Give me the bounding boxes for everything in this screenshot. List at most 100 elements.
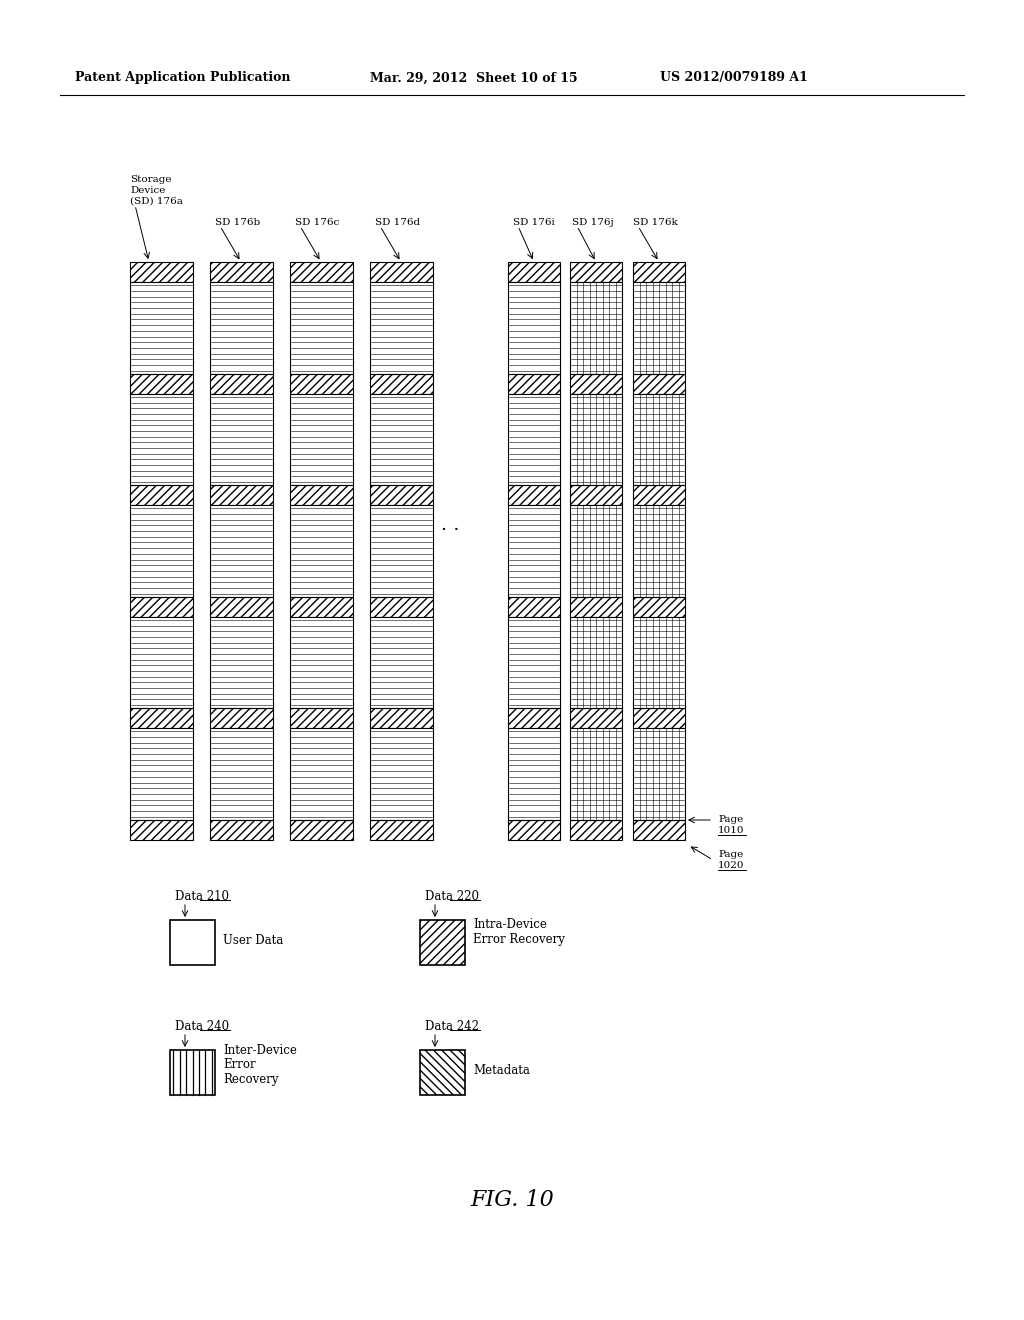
Bar — [130, 261, 193, 282]
Text: Intra-Device
Error Recovery: Intra-Device Error Recovery — [473, 917, 565, 946]
Bar — [570, 708, 622, 729]
Bar — [508, 374, 560, 393]
Bar — [633, 820, 685, 840]
Bar — [570, 729, 622, 820]
Bar — [170, 1049, 215, 1096]
Text: SD 176d: SD 176d — [375, 218, 420, 227]
Text: Device: Device — [130, 186, 165, 195]
Bar — [290, 708, 353, 729]
Text: Data 242: Data 242 — [425, 1020, 479, 1034]
Bar — [508, 261, 560, 282]
Text: SD 176i: SD 176i — [513, 218, 555, 227]
Bar — [420, 1049, 465, 1096]
Bar — [633, 729, 685, 820]
Bar — [570, 393, 622, 484]
Text: US 2012/0079189 A1: US 2012/0079189 A1 — [660, 71, 808, 84]
Text: SD 176b: SD 176b — [215, 218, 260, 227]
Bar — [170, 920, 215, 965]
Text: FIG. 10: FIG. 10 — [470, 1189, 554, 1210]
Bar — [130, 597, 193, 616]
Bar — [210, 374, 273, 393]
Bar — [370, 393, 433, 484]
Bar — [370, 374, 433, 393]
Text: Metadata: Metadata — [473, 1064, 529, 1077]
Bar — [210, 820, 273, 840]
Bar — [290, 597, 353, 616]
Bar — [370, 708, 433, 729]
Bar — [370, 616, 433, 708]
Text: SD 176k: SD 176k — [633, 218, 678, 227]
Bar — [290, 393, 353, 484]
Bar — [633, 282, 685, 374]
Text: Data 220: Data 220 — [425, 890, 479, 903]
Bar — [570, 597, 622, 616]
Text: Page: Page — [718, 850, 743, 859]
Text: Data 210: Data 210 — [175, 890, 229, 903]
Text: Data 240: Data 240 — [175, 1020, 229, 1034]
Bar — [210, 282, 273, 374]
Bar — [370, 506, 433, 597]
Bar — [633, 597, 685, 616]
Bar — [570, 506, 622, 597]
Bar — [633, 484, 685, 506]
Bar — [570, 282, 622, 374]
Text: Inter-Device
Error
Recovery: Inter-Device Error Recovery — [223, 1044, 297, 1086]
Bar — [130, 282, 193, 374]
Bar — [633, 374, 685, 393]
Bar — [570, 374, 622, 393]
Bar — [633, 616, 685, 708]
Text: Mar. 29, 2012  Sheet 10 of 15: Mar. 29, 2012 Sheet 10 of 15 — [370, 71, 578, 84]
Bar — [210, 597, 273, 616]
Bar — [130, 820, 193, 840]
Bar — [508, 484, 560, 506]
Bar — [210, 261, 273, 282]
Text: 1010: 1010 — [718, 826, 744, 836]
Bar — [508, 729, 560, 820]
Bar — [210, 729, 273, 820]
Bar — [508, 506, 560, 597]
Bar — [290, 616, 353, 708]
Text: (SD) 176a: (SD) 176a — [130, 197, 183, 206]
Bar — [508, 616, 560, 708]
Bar — [210, 393, 273, 484]
Bar — [290, 729, 353, 820]
Bar — [633, 708, 685, 729]
Text: 1020: 1020 — [718, 861, 744, 870]
Bar — [570, 820, 622, 840]
Bar — [370, 261, 433, 282]
Bar — [370, 282, 433, 374]
Bar — [290, 506, 353, 597]
Bar — [130, 374, 193, 393]
Bar — [508, 393, 560, 484]
Text: User Data: User Data — [223, 933, 284, 946]
Bar — [210, 484, 273, 506]
Text: Storage: Storage — [130, 176, 171, 183]
Text: · ·: · · — [440, 521, 459, 539]
Bar — [210, 506, 273, 597]
Bar — [570, 616, 622, 708]
Bar — [290, 820, 353, 840]
Bar — [370, 484, 433, 506]
Bar — [370, 729, 433, 820]
Bar — [508, 282, 560, 374]
Bar — [130, 708, 193, 729]
Bar — [130, 484, 193, 506]
Bar — [370, 597, 433, 616]
Bar — [210, 616, 273, 708]
Bar — [508, 597, 560, 616]
Bar — [570, 261, 622, 282]
Bar — [290, 484, 353, 506]
Bar — [633, 393, 685, 484]
Bar — [570, 484, 622, 506]
Bar — [290, 374, 353, 393]
Bar — [290, 282, 353, 374]
Text: Page: Page — [718, 814, 743, 824]
Bar — [210, 708, 273, 729]
Text: Patent Application Publication: Patent Application Publication — [75, 71, 291, 84]
Bar — [633, 506, 685, 597]
Bar — [420, 920, 465, 965]
Bar — [290, 261, 353, 282]
Text: SD 176c: SD 176c — [295, 218, 339, 227]
Bar — [370, 820, 433, 840]
Text: SD 176j: SD 176j — [572, 218, 613, 227]
